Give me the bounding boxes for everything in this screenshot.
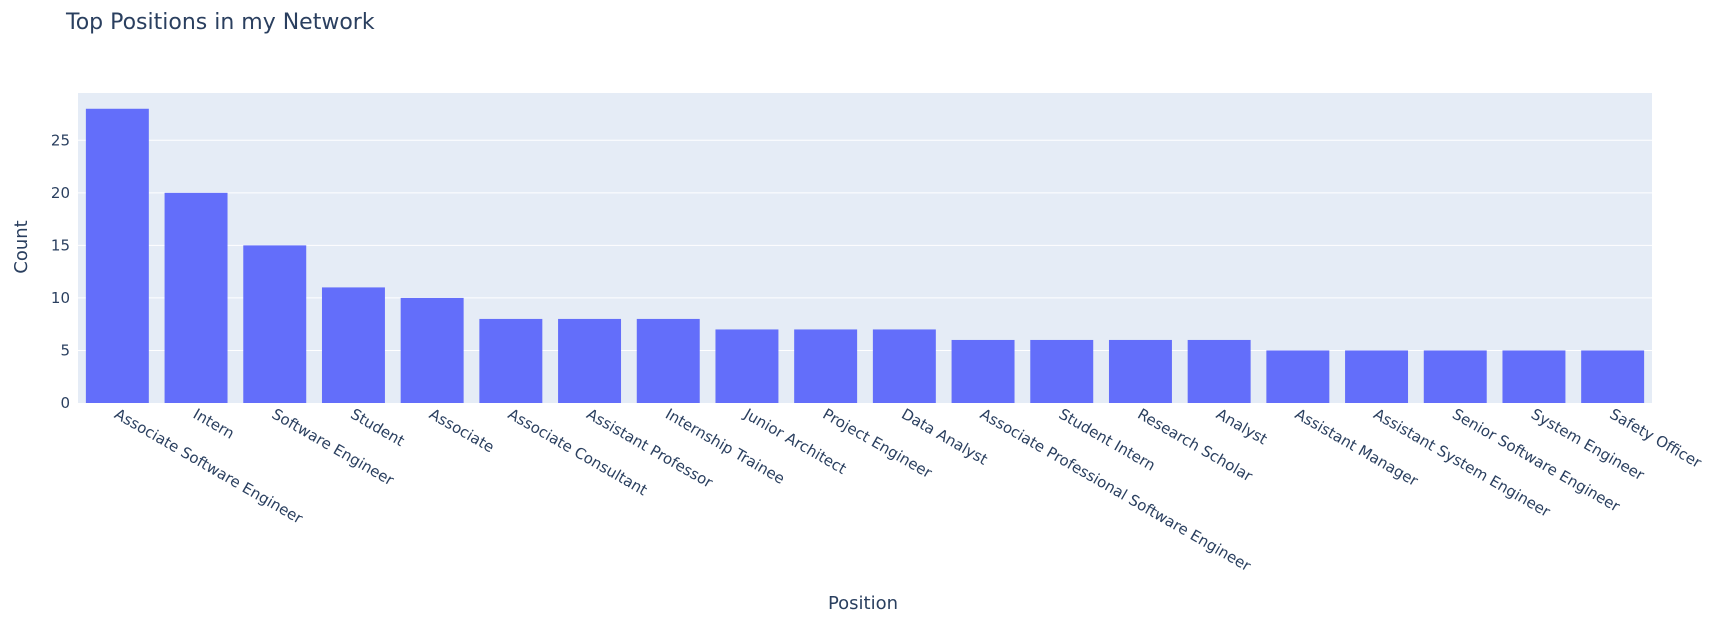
bar [794, 329, 858, 403]
plot-area [78, 93, 1652, 403]
bar [1030, 339, 1094, 403]
x-tick-label: Intern [190, 405, 237, 443]
bar [1187, 339, 1251, 403]
y-tick-label: 25 [51, 131, 70, 149]
x-tick-label: Student [347, 405, 407, 450]
x-tick-label: Associate Professional Software Engineer [977, 405, 1254, 576]
bar [243, 245, 307, 403]
bars [85, 108, 1645, 404]
y-axis-ticks: 0 5 10 15 20 25 [51, 131, 70, 412]
bar [872, 329, 936, 403]
bar [400, 297, 464, 403]
y-tick-label: 10 [51, 289, 70, 307]
bar [1502, 350, 1566, 403]
x-tick-label: Associate Consultant [505, 405, 651, 499]
bar [164, 192, 228, 403]
bar [951, 339, 1015, 403]
x-tick-label: Assistant Professor [584, 405, 717, 492]
y-tick-label: 15 [51, 236, 70, 254]
bar [1345, 350, 1409, 403]
bar [479, 318, 543, 403]
bar [715, 329, 779, 403]
y-tick-label: 5 [60, 341, 70, 359]
bar [1423, 350, 1487, 403]
y-tick-label: 20 [51, 184, 70, 202]
y-tick-label: 0 [60, 394, 70, 412]
bar [1266, 350, 1330, 403]
x-axis-title: Position [828, 593, 898, 614]
bar [1581, 350, 1645, 403]
x-tick-label: Analyst [1213, 405, 1270, 448]
chart-title: Top Positions in my Network [65, 10, 375, 35]
bar [636, 318, 700, 403]
bar [558, 318, 622, 403]
x-tick-label: Associate [426, 405, 497, 456]
bar [85, 108, 149, 404]
bar [1108, 339, 1172, 403]
y-axis-title: Count [11, 220, 32, 273]
bar [321, 287, 385, 403]
